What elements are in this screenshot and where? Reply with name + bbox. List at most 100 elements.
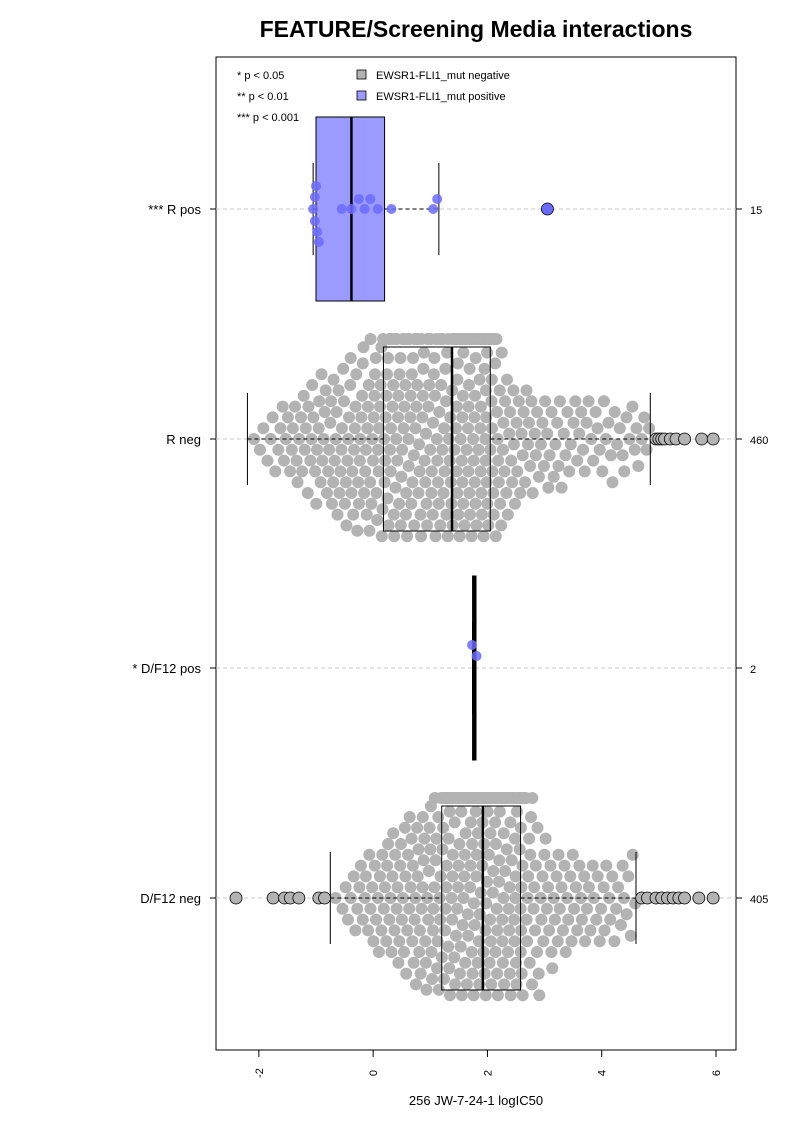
data-point [564, 870, 577, 883]
data-point [385, 946, 398, 958]
data-point [306, 379, 319, 391]
data-point [323, 443, 336, 456]
data-point [547, 470, 560, 483]
data-point [598, 924, 611, 937]
data-point [441, 530, 454, 543]
data-point [359, 443, 372, 456]
data-point [394, 859, 407, 872]
data-point [315, 368, 328, 381]
data-point [571, 454, 584, 467]
data-point [466, 967, 479, 980]
data-point [471, 651, 482, 661]
data-point [489, 816, 502, 829]
data-point [367, 411, 380, 424]
data-point [564, 438, 577, 451]
data-point [434, 913, 447, 926]
data-point [498, 465, 511, 478]
data-point [486, 422, 498, 435]
data-point [316, 454, 329, 467]
box [382, 346, 491, 532]
data-point [553, 902, 566, 915]
data-point [494, 497, 507, 510]
data-point [456, 476, 469, 489]
data-point [364, 902, 377, 915]
data-point [329, 433, 342, 445]
x-tick-label: 4 [597, 1070, 609, 1076]
data-point [491, 989, 504, 1002]
outlier-point [266, 891, 280, 905]
data-point [540, 902, 553, 915]
data-point [561, 406, 574, 418]
data-point [578, 465, 591, 478]
data-point [489, 838, 502, 850]
data-point [380, 389, 393, 402]
data-point [392, 956, 405, 969]
data-point [430, 832, 443, 845]
data-point [464, 816, 477, 829]
outlier-point [318, 891, 331, 905]
data-point [404, 411, 417, 424]
data-point [343, 411, 355, 424]
data-point [522, 416, 535, 429]
data-point [497, 892, 510, 904]
data-point [464, 508, 476, 521]
data-point [450, 465, 463, 478]
data-point [510, 978, 523, 991]
data-point [542, 481, 555, 494]
group-labels: *** R pos 15 R neg 460 * D/F12 pos 2 D/F12 neg… [132, 202, 768, 906]
data-point [503, 881, 516, 894]
data-point [415, 530, 428, 543]
data-point [311, 181, 321, 191]
data-point [348, 443, 361, 456]
data-point [482, 848, 495, 861]
data-point [586, 859, 599, 872]
data-point [591, 870, 604, 883]
data-point [537, 935, 550, 948]
data-point [461, 908, 474, 921]
data-point [541, 427, 554, 440]
data-point [485, 395, 498, 408]
data-point [400, 967, 413, 980]
data-point [415, 902, 428, 915]
data-point [358, 892, 371, 904]
data-point [612, 881, 625, 894]
data-point [495, 346, 508, 359]
data-point [503, 427, 516, 440]
data-point [346, 204, 357, 214]
data-point [581, 902, 593, 915]
data-point [298, 443, 311, 456]
data-point [400, 487, 413, 499]
data-point [480, 411, 493, 424]
data-point [604, 913, 617, 926]
data-point [408, 519, 421, 532]
data-point [522, 438, 534, 451]
data-point [371, 892, 384, 904]
data-point [459, 827, 472, 840]
data-point [338, 395, 350, 408]
data-point [333, 487, 346, 499]
data-point [460, 978, 473, 991]
data-point [459, 956, 472, 969]
data-point [310, 497, 323, 510]
data-point [468, 897, 480, 910]
data-point [353, 194, 364, 204]
data-point [468, 919, 481, 931]
data-point [375, 530, 388, 543]
data-point [419, 935, 432, 948]
data-point [454, 433, 467, 445]
data-point [515, 924, 528, 937]
data-point [248, 433, 260, 445]
data-point [254, 443, 266, 456]
data-point [597, 395, 610, 408]
x-axis-label: 256 JW-7-24-1 logIC50 [409, 1093, 543, 1108]
data-point [427, 924, 439, 937]
data-point [424, 443, 437, 456]
data-point [444, 476, 457, 489]
data-point [504, 406, 516, 418]
data-point [483, 956, 496, 969]
data-point [509, 870, 522, 883]
data-point [462, 929, 475, 942]
data-point [528, 427, 541, 440]
data-point [313, 237, 324, 247]
group-label: D/F12 neg [140, 891, 201, 906]
